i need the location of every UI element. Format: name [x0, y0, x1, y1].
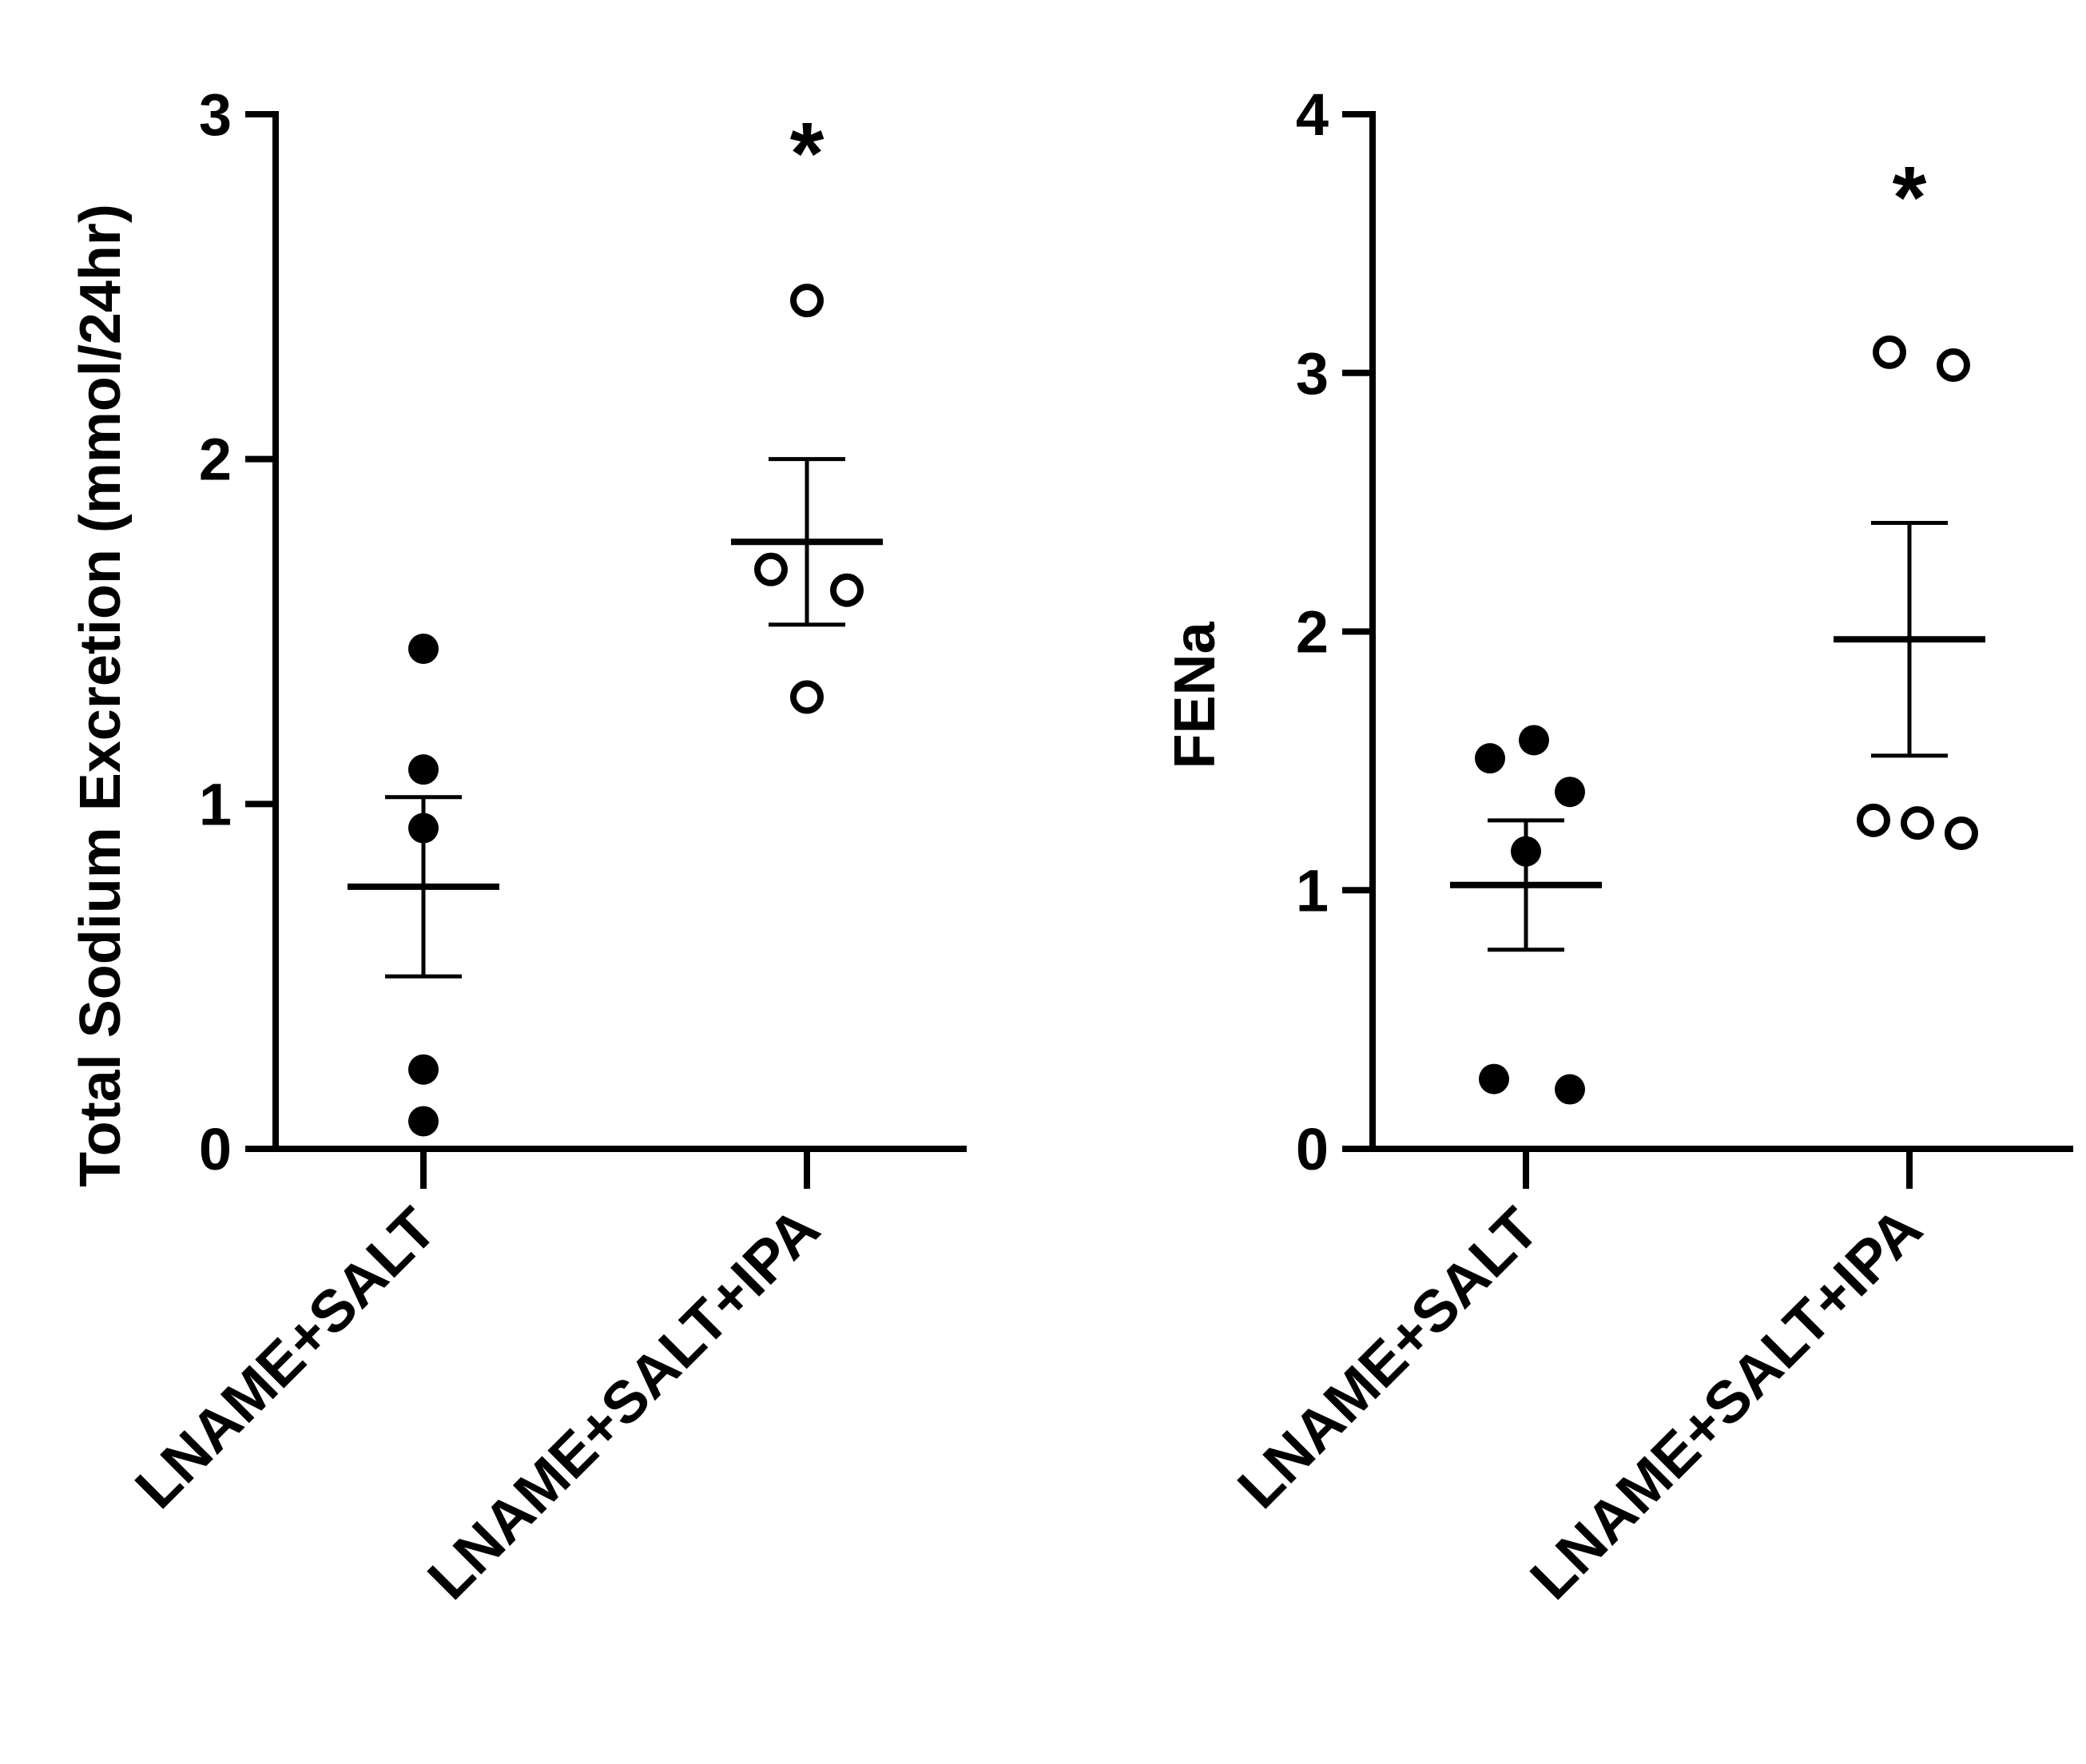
data-point-filled — [1479, 1063, 1509, 1095]
data-point-open — [1873, 335, 1906, 369]
y-tick-label: 0 — [1296, 1116, 1329, 1182]
data-point-filled — [408, 1106, 439, 1137]
data-point-open — [1857, 803, 1890, 837]
y-tick-label: 0 — [199, 1116, 232, 1182]
x-tick-label: LNAME+SALT — [122, 1195, 448, 1521]
y-tick-label: 1 — [199, 771, 232, 837]
data-point-filled — [1475, 743, 1505, 774]
data-point-open — [1901, 806, 1934, 840]
x-tick-label: LNAME+SALT — [1225, 1195, 1551, 1521]
y-tick-label: 4 — [1296, 81, 1329, 148]
x-tick-label: LNAME+SALT+IPA — [1517, 1195, 1934, 1612]
y-tick-label: 2 — [199, 427, 232, 493]
y-tick-label: 3 — [1296, 340, 1329, 407]
y-axis-label: FENa — [1163, 622, 1227, 769]
data-point-open — [1945, 816, 1978, 851]
data-point-filled — [408, 1054, 439, 1085]
y-axis-label: Total Sodium Excretion (mmol/24hr) — [69, 204, 133, 1187]
significance-star: * — [1893, 149, 1927, 247]
x-tick-label: LNAME+SALT+IPA — [415, 1195, 832, 1612]
data-point-open — [790, 680, 824, 714]
data-point-open — [754, 552, 788, 586]
data-point-open — [830, 573, 864, 607]
data-point-filled — [1519, 725, 1549, 756]
data-point-open — [1937, 348, 1970, 383]
y-tick-label: 1 — [1296, 857, 1329, 924]
data-point-filled — [1555, 1074, 1585, 1105]
y-tick-label: 2 — [1296, 599, 1329, 665]
data-point-filled — [408, 754, 439, 785]
data-point-filled — [1555, 777, 1585, 808]
chart-panel-1: 0 1 2 3 Total Sodium Excretion (mmol/24hr) LN… — [69, 81, 967, 1612]
significance-star: * — [790, 105, 824, 203]
data-point-open — [790, 284, 824, 318]
data-point-filled — [408, 634, 439, 665]
y-tick-label: 3 — [199, 81, 232, 148]
